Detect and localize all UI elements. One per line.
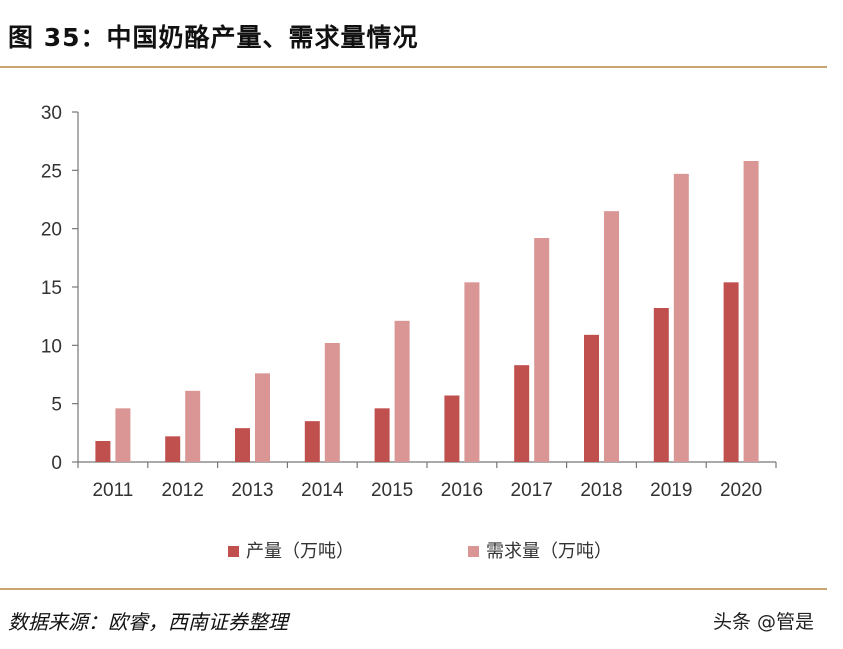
- y-tick-label: 20: [41, 220, 62, 241]
- bar-production: [584, 334, 599, 462]
- x-tick-label: 2015: [371, 480, 413, 501]
- bar-demand: [394, 320, 410, 462]
- bar-demand: [255, 373, 270, 462]
- bar-demand: [115, 408, 131, 462]
- bar-demand: [185, 390, 201, 462]
- y-tick-label: 0: [51, 453, 62, 474]
- bar-production: [653, 308, 669, 462]
- top-divider: [0, 66, 827, 68]
- bar-production: [95, 441, 111, 462]
- bottom-divider: [0, 588, 827, 590]
- x-tick-label: 2013: [231, 480, 273, 501]
- legend-swatch-demand: [468, 546, 479, 557]
- x-tick-label: 2018: [580, 480, 622, 501]
- y-tick-label: 10: [41, 336, 62, 357]
- source-note: 数据来源：欧睿，西南证券整理: [8, 610, 288, 634]
- legend-label-production: 产量（万吨）: [246, 541, 354, 562]
- bar-demand: [604, 211, 619, 462]
- y-tick-label: 5: [51, 395, 62, 416]
- bar-production: [304, 421, 320, 462]
- x-tick-label: 2014: [301, 480, 344, 501]
- legend-label-demand: 需求量（万吨）: [486, 541, 612, 562]
- bar-production: [235, 428, 250, 462]
- bars: [95, 161, 759, 462]
- watermark: 头条 @管是: [713, 611, 815, 633]
- bar-demand: [464, 282, 480, 462]
- bar-demand: [324, 343, 340, 462]
- legend: 产量（万吨） 需求量（万吨）: [228, 541, 612, 562]
- legend-swatch-production: [228, 546, 239, 557]
- bar-production: [374, 408, 390, 462]
- bar-demand: [673, 173, 689, 462]
- x-tick-label: 2016: [441, 480, 483, 501]
- y-axis: 0 5 10 15 20 25 30: [41, 103, 79, 474]
- bar-production: [165, 436, 181, 462]
- y-tick-label: 15: [41, 278, 62, 299]
- x-tick-label: 2020: [720, 480, 762, 501]
- x-tick-label: 2012: [162, 480, 204, 501]
- x-tick-label: 2017: [511, 480, 553, 501]
- bar-production: [514, 365, 530, 462]
- bar-production: [444, 395, 460, 462]
- y-tick-label: 30: [41, 103, 62, 124]
- y-tick-label: 25: [41, 161, 62, 182]
- bar-production: [723, 282, 739, 462]
- bar-demand: [743, 161, 759, 462]
- x-tick-label: 2011: [92, 480, 133, 501]
- figure-title: 图 35：中国奶酪产量、需求量情况: [8, 23, 419, 52]
- bar-demand: [534, 238, 550, 462]
- x-tick-label: 2019: [650, 480, 692, 501]
- x-axis: 2011 2012 2013 2014 2015 2016 2017 2018 2019 2020: [77, 461, 777, 501]
